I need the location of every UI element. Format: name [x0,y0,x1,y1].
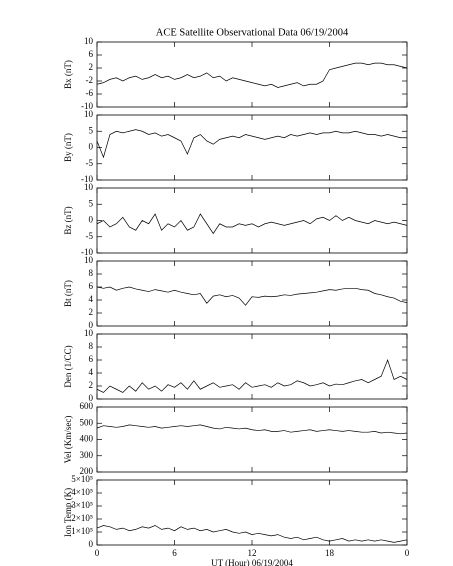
y-tick-label: 500 [80,417,94,427]
y-tick-label: 0 [89,539,94,549]
data-line [96,424,408,435]
x-tick-label: 12 [248,548,257,558]
y-tick-label: 10 [84,109,94,119]
y-tick-label: 8 [89,341,94,351]
y-tick-label: 0 [89,142,94,152]
y-tick-label: 400 [80,434,94,444]
y-tick-label: 2 [89,62,94,72]
y-tick-label: -10 [81,101,93,111]
x-tick-label: 0 [95,548,100,558]
data-line [96,213,408,235]
y-tick-label: -5 [86,158,94,168]
y-tick-label: 0 [89,320,94,330]
panel-frame [96,479,408,546]
y-tick-label: 10 [84,182,94,192]
data-line [96,286,408,306]
y-tick-label: 2 [89,307,94,317]
y-tick-label: 10 [84,255,94,265]
y-tick-label: 3×10⁵ [71,500,93,510]
y-tick-label: 600 [80,401,94,411]
y-tick-label: -5 [86,231,94,241]
y-axis-label: Den (1/CC) [63,345,73,387]
y-axis-label: By (nT) [63,133,73,162]
data-line [96,358,408,393]
y-tick-label: 10 [84,36,94,46]
panel-frame [96,333,408,400]
y-tick-label: 5 [89,198,94,208]
y-axis-label: Bt (nT) [63,280,73,307]
y-tick-label: -10 [81,174,93,184]
y-axis-label: Ion Temp (K) [63,488,73,537]
data-line [96,129,407,159]
panel-frame [96,187,408,254]
panel-frame [96,260,408,327]
panel-frame [96,406,408,473]
y-axis-label: Vel (Km/sec) [63,416,73,464]
y-tick-label: 6 [89,49,94,59]
y-tick-label: 200 [80,466,94,476]
y-tick-label: 6 [89,281,94,291]
y-tick-label: 0 [89,215,94,225]
y-tick-label: 0 [89,393,94,403]
y-tick-label: 4 [89,367,94,377]
chart-title: ACE Satellite Observational Data 06/19/2… [156,27,349,38]
y-tick-label: 8 [89,268,94,278]
y-tick-label: 5×10⁵ [71,474,93,484]
y-tick-label: -10 [81,247,93,257]
x-tick-label: 18 [325,548,335,558]
y-tick-label: 4×10⁵ [71,487,93,497]
panel-frame [96,41,408,108]
data-line [96,525,408,543]
y-tick-label: 1×10⁵ [71,526,93,536]
y-axis-label: Bz (nT) [63,206,73,234]
y-tick-label: 2×10⁵ [71,513,93,523]
data-line [96,62,408,88]
y-tick-label: 5 [89,125,94,135]
y-tick-label: 2 [89,380,94,390]
y-tick-label: -6 [86,88,94,98]
x-axis-label: UT (Hour) 06/19/2004 [211,558,293,566]
y-tick-label: -2 [86,75,94,85]
x-tick-label: 6 [172,548,177,558]
y-tick-label: 300 [80,450,94,460]
y-tick-label: 6 [89,354,94,364]
panel-frame [96,114,408,181]
y-axis-label: Bx (nT) [63,60,73,89]
x-tick-label: 0 [405,548,410,558]
y-tick-label: 10 [84,328,94,338]
y-tick-label: 4 [89,294,94,304]
